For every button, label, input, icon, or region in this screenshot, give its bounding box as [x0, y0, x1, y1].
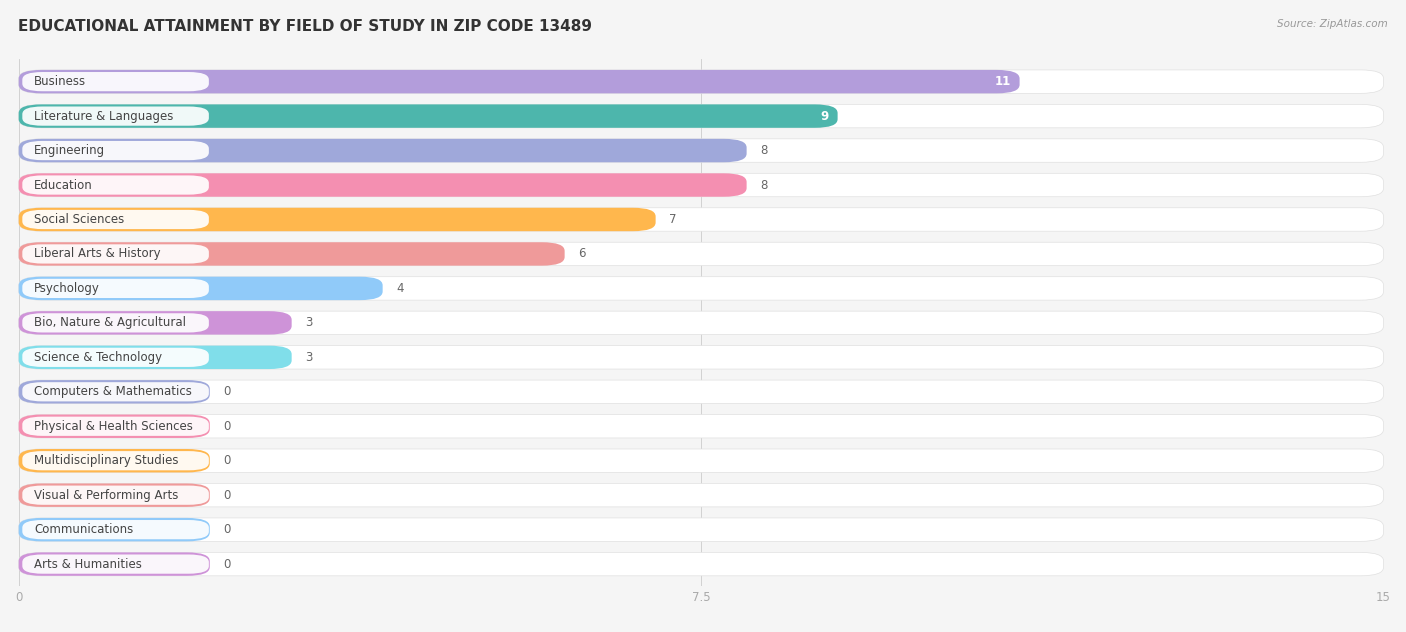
Text: Literature & Languages: Literature & Languages [34, 109, 173, 123]
FancyBboxPatch shape [18, 104, 838, 128]
Text: 4: 4 [396, 282, 404, 295]
Text: 7: 7 [669, 213, 676, 226]
Text: 3: 3 [305, 317, 312, 329]
FancyBboxPatch shape [22, 554, 209, 574]
FancyBboxPatch shape [18, 346, 1384, 369]
Text: EDUCATIONAL ATTAINMENT BY FIELD OF STUDY IN ZIP CODE 13489: EDUCATIONAL ATTAINMENT BY FIELD OF STUDY… [18, 19, 592, 34]
FancyBboxPatch shape [18, 311, 1384, 334]
FancyBboxPatch shape [22, 107, 209, 126]
Text: Source: ZipAtlas.com: Source: ZipAtlas.com [1277, 19, 1388, 29]
FancyBboxPatch shape [18, 518, 1384, 542]
FancyBboxPatch shape [18, 104, 1384, 128]
FancyBboxPatch shape [18, 346, 291, 369]
FancyBboxPatch shape [22, 348, 209, 367]
FancyBboxPatch shape [18, 483, 1384, 507]
Text: Psychology: Psychology [34, 282, 100, 295]
Text: 3: 3 [305, 351, 312, 364]
FancyBboxPatch shape [18, 139, 1384, 162]
FancyBboxPatch shape [18, 70, 1384, 94]
Text: 0: 0 [224, 454, 231, 467]
FancyBboxPatch shape [18, 173, 747, 197]
Text: 11: 11 [994, 75, 1011, 88]
FancyBboxPatch shape [18, 552, 1384, 576]
Text: 9: 9 [820, 109, 828, 123]
Text: Computers & Mathematics: Computers & Mathematics [34, 386, 193, 398]
FancyBboxPatch shape [22, 313, 209, 332]
Text: Science & Technology: Science & Technology [34, 351, 162, 364]
Text: 8: 8 [761, 144, 768, 157]
FancyBboxPatch shape [22, 176, 209, 195]
FancyBboxPatch shape [22, 451, 209, 470]
Text: Visual & Performing Arts: Visual & Performing Arts [34, 489, 179, 502]
Text: Communications: Communications [34, 523, 134, 536]
FancyBboxPatch shape [18, 173, 1384, 197]
FancyBboxPatch shape [22, 141, 209, 160]
FancyBboxPatch shape [22, 485, 209, 505]
FancyBboxPatch shape [18, 415, 209, 438]
FancyBboxPatch shape [18, 277, 1384, 300]
FancyBboxPatch shape [18, 277, 382, 300]
FancyBboxPatch shape [18, 311, 291, 334]
FancyBboxPatch shape [18, 380, 209, 403]
FancyBboxPatch shape [18, 70, 1019, 94]
Text: Business: Business [34, 75, 86, 88]
Text: Education: Education [34, 178, 93, 191]
Text: Physical & Health Sciences: Physical & Health Sciences [34, 420, 193, 433]
Text: Liberal Arts & History: Liberal Arts & History [34, 248, 160, 260]
Text: 0: 0 [224, 420, 231, 433]
FancyBboxPatch shape [18, 415, 1384, 438]
FancyBboxPatch shape [18, 242, 1384, 265]
FancyBboxPatch shape [22, 245, 209, 264]
FancyBboxPatch shape [18, 208, 655, 231]
FancyBboxPatch shape [22, 520, 209, 539]
Text: Multidisciplinary Studies: Multidisciplinary Studies [34, 454, 179, 467]
Text: Arts & Humanities: Arts & Humanities [34, 557, 142, 571]
FancyBboxPatch shape [18, 208, 1384, 231]
FancyBboxPatch shape [18, 518, 209, 542]
Text: Bio, Nature & Agricultural: Bio, Nature & Agricultural [34, 317, 186, 329]
FancyBboxPatch shape [22, 210, 209, 229]
FancyBboxPatch shape [22, 382, 209, 401]
FancyBboxPatch shape [18, 449, 1384, 473]
Text: 0: 0 [224, 489, 231, 502]
Text: 0: 0 [224, 557, 231, 571]
FancyBboxPatch shape [18, 552, 209, 576]
Text: 0: 0 [224, 386, 231, 398]
FancyBboxPatch shape [22, 279, 209, 298]
Text: 6: 6 [578, 248, 586, 260]
FancyBboxPatch shape [18, 483, 209, 507]
Text: Social Sciences: Social Sciences [34, 213, 124, 226]
FancyBboxPatch shape [22, 416, 209, 436]
FancyBboxPatch shape [18, 242, 565, 265]
Text: 0: 0 [224, 523, 231, 536]
Text: 8: 8 [761, 178, 768, 191]
Text: Engineering: Engineering [34, 144, 105, 157]
FancyBboxPatch shape [18, 139, 747, 162]
FancyBboxPatch shape [18, 449, 209, 473]
FancyBboxPatch shape [22, 72, 209, 91]
FancyBboxPatch shape [18, 380, 1384, 403]
